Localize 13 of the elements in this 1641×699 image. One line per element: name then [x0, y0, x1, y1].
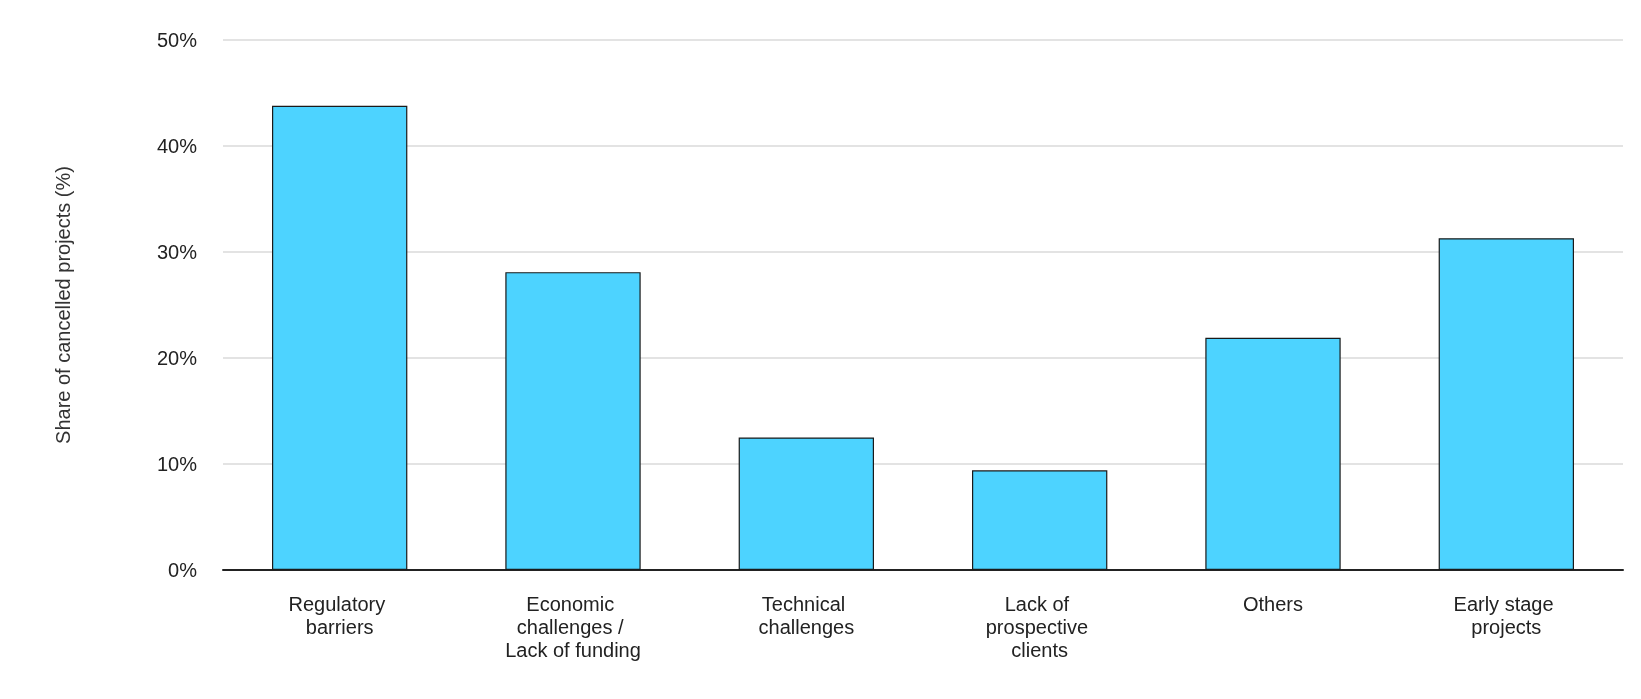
- x-tick-label: Economic challenges / Lack of funding: [505, 592, 641, 661]
- x-tick-label: Lack of prospective clients: [985, 592, 1094, 661]
- x-tick-label: Regulatory barriers: [288, 592, 391, 638]
- y-tick-label: 20%: [156, 347, 198, 369]
- x-tick-label: Technical challenges: [758, 592, 855, 638]
- y-axis-title: Share of cancelled projects (%): [52, 166, 74, 444]
- x-tick-label: Others: [1242, 592, 1304, 615]
- y-tick-label: 0%: [168, 559, 198, 581]
- y-tick-label: 50%: [156, 29, 198, 51]
- y-tick-label: 40%: [156, 135, 198, 157]
- y-tick-label: 10%: [156, 453, 198, 475]
- x-tick-label: Early stage projects: [1453, 592, 1560, 638]
- y-tick-label: 30%: [156, 241, 198, 263]
